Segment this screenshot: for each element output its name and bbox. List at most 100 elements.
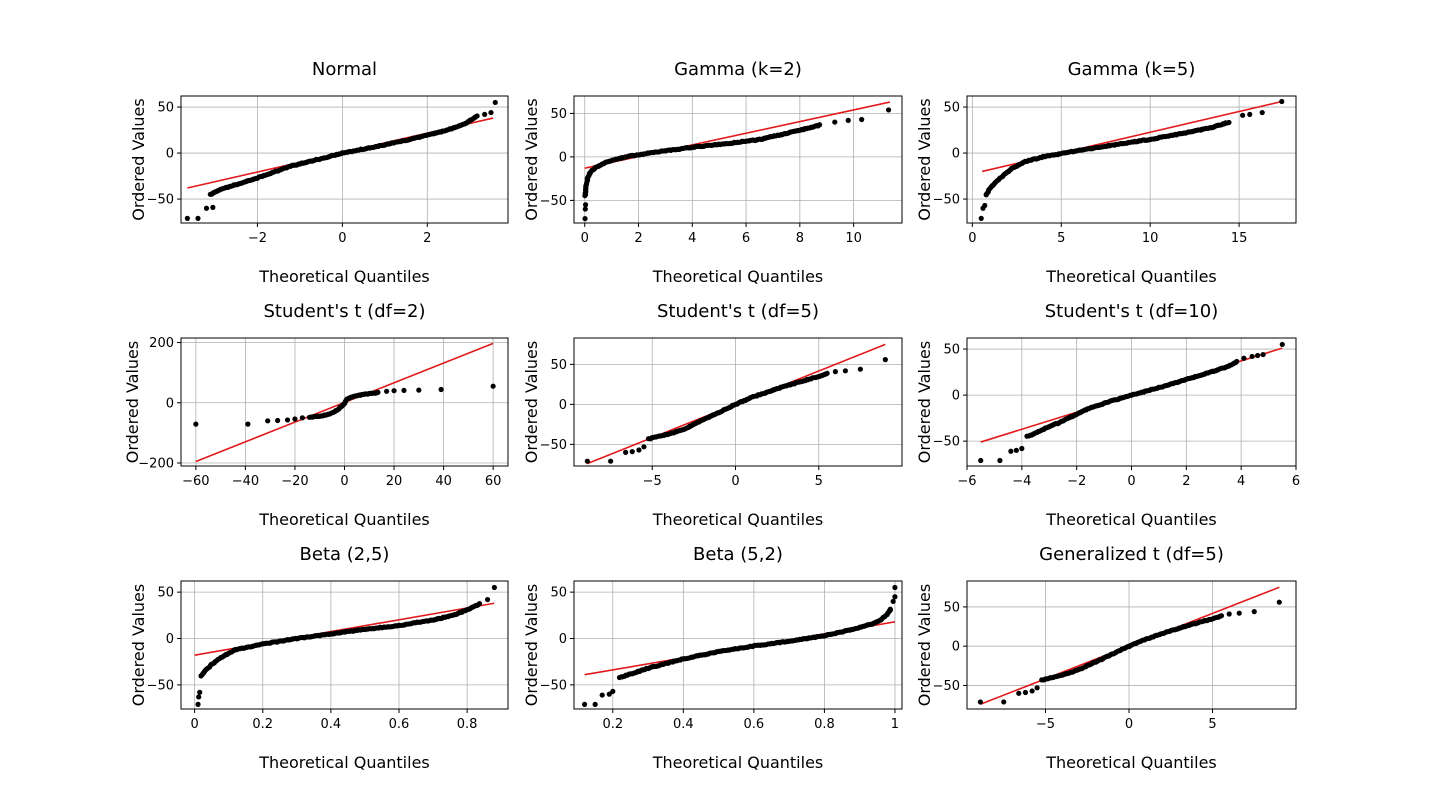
data-point	[885, 107, 892, 113]
data-point	[824, 370, 830, 376]
data-point	[845, 117, 851, 123]
x-axis-label: Theoretical Quantiles	[258, 753, 430, 772]
plot-frame	[966, 95, 1297, 224]
plot-frame	[180, 95, 509, 224]
x-tick-label: 4	[1237, 474, 1245, 489]
data-point	[1259, 109, 1265, 116]
data-point	[890, 598, 896, 605]
x-tick-label: 20	[386, 474, 403, 489]
plot-frame	[573, 337, 903, 467]
data-point	[492, 99, 498, 106]
x-tick-label: 2	[423, 231, 431, 246]
data-point	[1236, 610, 1242, 616]
data-point	[882, 357, 888, 363]
data-point	[623, 449, 629, 455]
x-tick-label: 5	[1208, 717, 1216, 732]
y-tick-label: 200	[149, 336, 174, 351]
data-point	[482, 111, 488, 118]
x-tick-label: 8	[796, 231, 804, 246]
data-point	[474, 113, 480, 119]
data-point	[816, 122, 823, 128]
x-tick-label: −6	[957, 474, 976, 489]
y-axis-label: Ordered Values	[129, 584, 148, 706]
qq-panel-6: −6 −4 −2 0 2 4 6 −50 0 50 Student's t (df=10) Theor…	[915, 301, 1300, 529]
x-tick-label: 0	[1127, 474, 1135, 489]
data-point	[606, 691, 612, 697]
data-point	[1276, 599, 1282, 605]
data-point	[1218, 613, 1225, 619]
panel-title: Generalized t (df=5)	[1039, 544, 1224, 565]
data-point	[1034, 685, 1040, 691]
data-point	[1226, 611, 1232, 617]
data-point	[641, 444, 647, 450]
y-axis-label: Ordered Values	[522, 584, 541, 706]
x-tick-label: −2	[248, 231, 267, 246]
data-point	[1022, 689, 1029, 696]
data-point	[292, 416, 298, 422]
panel-title: Student's t (df=10)	[1045, 301, 1218, 322]
data-point	[1226, 119, 1232, 126]
data-point	[1013, 447, 1019, 453]
data-point	[608, 458, 614, 464]
data-point	[892, 594, 898, 600]
data-point	[245, 421, 251, 427]
x-tick-label: 15	[1231, 231, 1248, 246]
y-tick-label: 50	[550, 107, 567, 122]
panel-title: Student's t (df=2)	[263, 301, 425, 322]
data-point	[978, 457, 984, 464]
data-point	[977, 699, 983, 705]
x-axis-label: Theoretical Quantiles	[258, 510, 430, 529]
data-point	[401, 387, 407, 394]
x-tick-label: −20	[281, 474, 308, 489]
x-axis-label: Theoretical Quantiles	[1045, 753, 1217, 772]
y-axis-label: Ordered Values	[915, 98, 934, 220]
y-tick-label: 0	[559, 632, 567, 647]
x-tick-label: 0.4	[321, 717, 342, 732]
data-point	[197, 689, 203, 695]
data-point	[193, 421, 199, 427]
data-point	[491, 584, 497, 591]
data-point	[892, 584, 898, 591]
y-tick-label: 0	[559, 150, 567, 165]
y-tick-label: 0	[166, 632, 174, 647]
x-tick-label: 10	[845, 231, 862, 246]
y-tick-label: 50	[550, 586, 567, 601]
data-point	[195, 215, 201, 221]
x-tick-label: 0.4	[673, 717, 694, 732]
data-point	[196, 694, 202, 700]
data-point	[1016, 690, 1022, 696]
data-point	[195, 701, 201, 707]
y-tick-label: 50	[157, 586, 174, 601]
y-tick-label: −50	[540, 678, 567, 693]
x-tick-label: 0	[340, 474, 348, 489]
data-point	[859, 116, 865, 123]
data-point	[1234, 358, 1240, 365]
x-tick-label: 4	[688, 231, 696, 246]
y-tick-label: 0	[559, 398, 567, 413]
x-tick-label: 6	[742, 231, 750, 246]
data-point	[832, 369, 839, 375]
data-point	[1240, 112, 1246, 118]
x-tick-label: −5	[1036, 717, 1055, 732]
data-point	[1255, 352, 1261, 359]
panel-title: Beta (2,5)	[300, 544, 390, 565]
data-point	[857, 366, 863, 372]
data-point	[384, 388, 390, 394]
data-point	[275, 417, 281, 424]
panel-title: Gamma (k=2)	[674, 59, 802, 80]
x-tick-label: −60	[182, 474, 209, 489]
data-point	[887, 606, 893, 612]
data-point	[1019, 445, 1025, 452]
data-point	[599, 692, 605, 698]
data-point	[582, 206, 588, 212]
y-tick-label: −50	[933, 679, 960, 694]
x-tick-label: −2	[1067, 474, 1086, 489]
qq-panel-8: 0.2 0.4 0.6 0.8 1 −50 0 50 Beta (5,2) Theoretical…	[522, 544, 903, 772]
y-tick-label: 0	[952, 389, 960, 404]
data-point	[582, 202, 589, 208]
data-point	[416, 387, 422, 393]
y-axis-label: Ordered Values	[129, 98, 148, 220]
data-point	[210, 204, 216, 210]
